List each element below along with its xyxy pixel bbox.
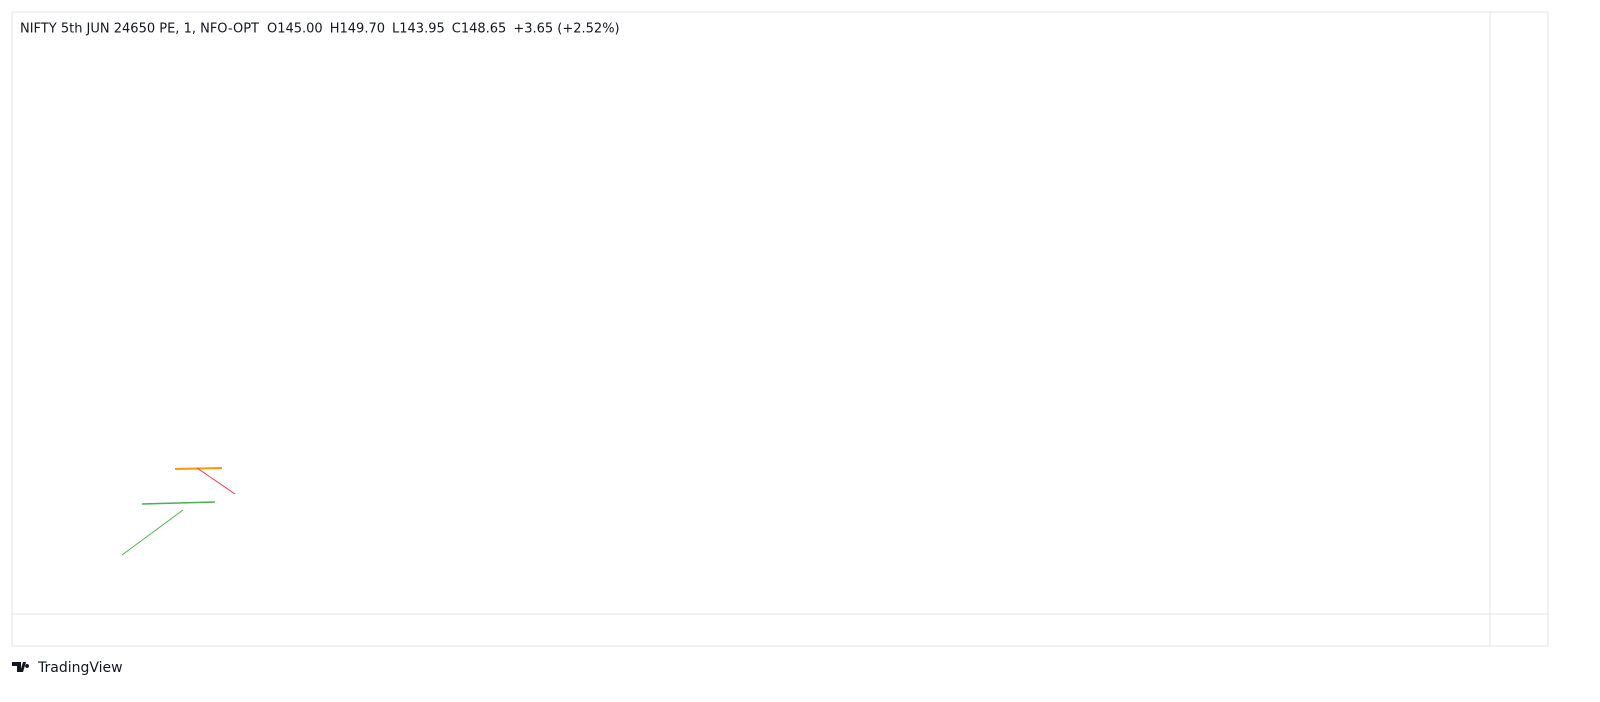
ohlc-value: 149.70 (340, 22, 386, 37)
footer: TradingView (12, 660, 123, 676)
drawing-line (141, 501, 216, 505)
drawings (121, 467, 236, 556)
ohlc-label: C (452, 22, 461, 37)
ohlc-value: 148.65 (461, 22, 507, 37)
logo (12, 662, 30, 672)
ohlc-value: 143.95 (399, 22, 445, 37)
ohlc-value: 145.00 (277, 22, 323, 37)
ohlc-label: L (392, 22, 400, 37)
chart-title: NIFTY 5th JUN 24650 PE, 1, NFO-OPT (20, 22, 259, 37)
drawing-line (196, 467, 236, 495)
change: +3.65 (+2.52%) (513, 22, 619, 37)
drawing-line (121, 509, 184, 556)
frame (11, 11, 1549, 647)
ohlc-label: O (267, 22, 277, 37)
brand: TradingView (37, 660, 123, 676)
ohlc-label: H (330, 22, 340, 37)
